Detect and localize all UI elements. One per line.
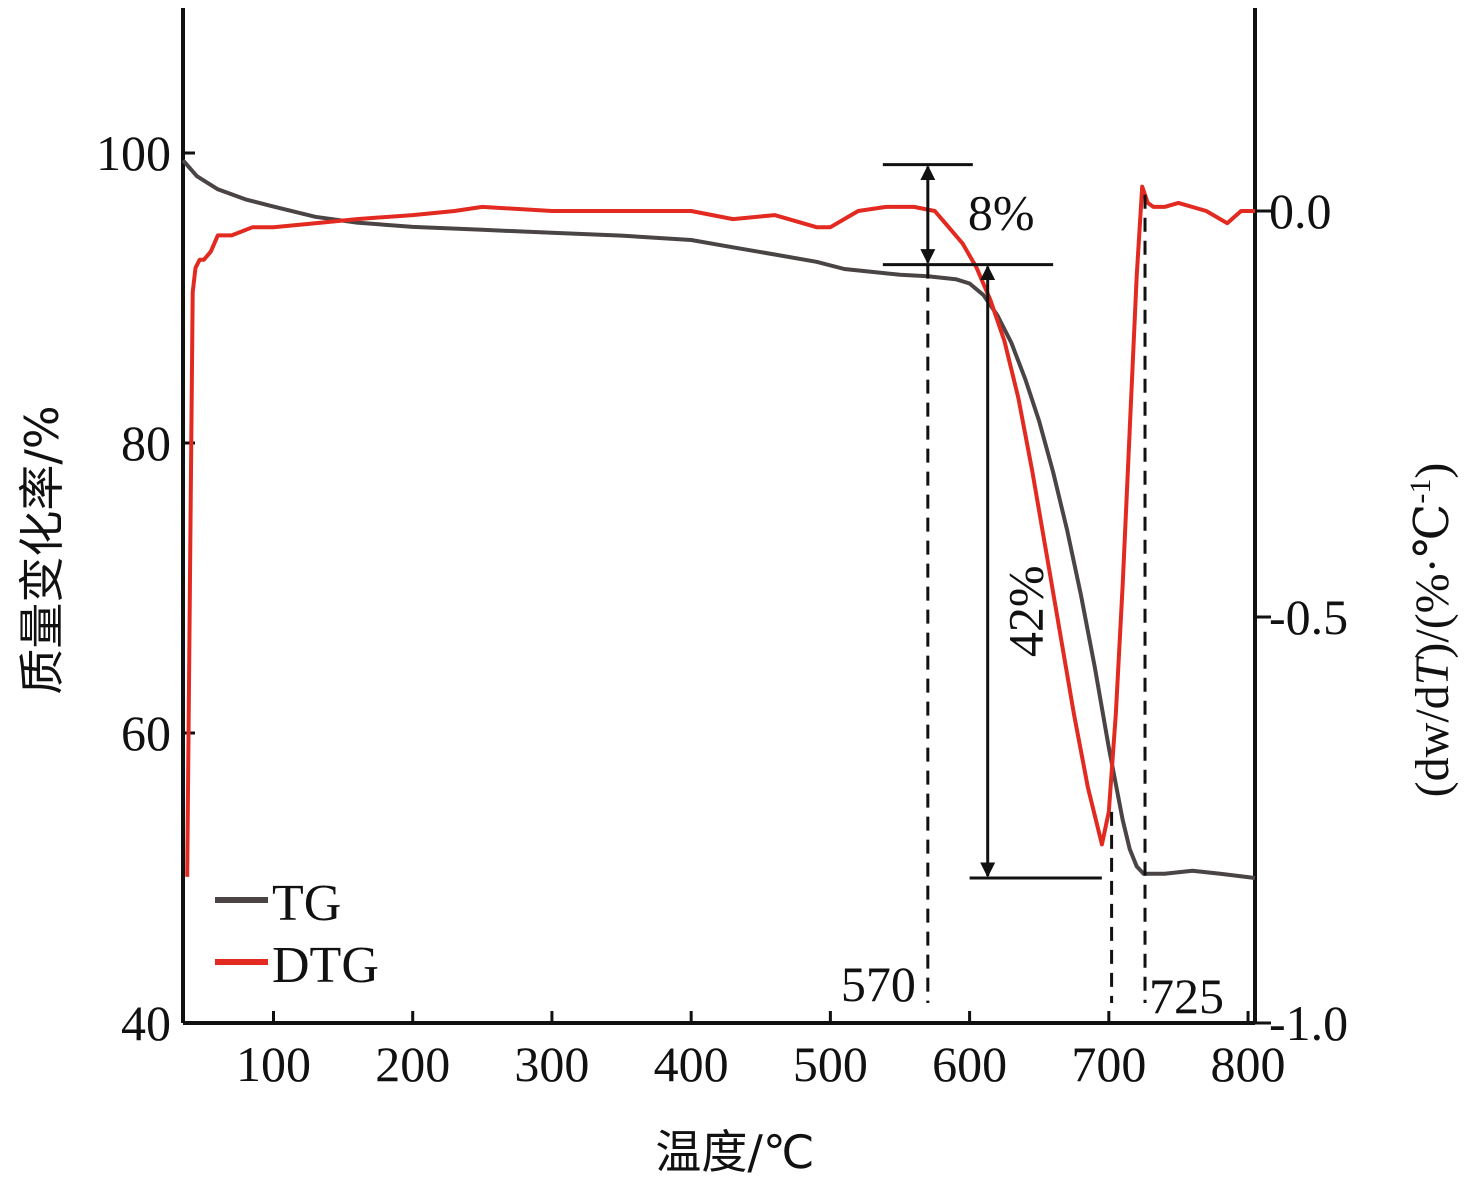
x-axis-ticks: 100 200 300 400 500 600 700 800 — [236, 1011, 1286, 1092]
annotations: 8% 42% 570 725 — [841, 163, 1224, 1024]
left-y-tick-label-80: 80 — [121, 415, 171, 471]
series-lines — [181, 158, 1256, 880]
right-y-title-part1: (dw/d — [1406, 685, 1459, 797]
x-tick-label-600: 600 — [932, 1036, 1007, 1092]
annotation-42-percent: 42% — [998, 565, 1054, 657]
right-y-axis-ticks: -1.0 -0.5 0.0 — [1255, 183, 1348, 1051]
right-y-title-part3: )/(%·℃ — [1406, 504, 1459, 659]
annotation-725: 725 — [1149, 968, 1224, 1024]
axes — [181, 8, 1257, 1025]
left-y-tick-label-40: 40 — [121, 995, 171, 1051]
right-y-title-part4: ) — [1406, 463, 1459, 479]
x-tick-label-200: 200 — [375, 1036, 450, 1092]
right-y-title-sup: -1 — [1404, 479, 1437, 504]
left-y-tick-label-100: 100 — [96, 125, 171, 181]
left-y-axis-title: 质量变化率/% — [15, 405, 69, 694]
series-line-tg — [181, 158, 1256, 880]
right-y-tick-label-0: -1.0 — [1269, 995, 1348, 1051]
legend: TG DTG — [215, 875, 379, 994]
legend-dtg-label: DTG — [272, 937, 379, 994]
right-y-tick-label-1: -0.5 — [1269, 589, 1348, 645]
series-line-dtg — [185, 184, 1255, 877]
x-tick-label-400: 400 — [654, 1036, 729, 1092]
x-tick-label-700: 700 — [1071, 1036, 1146, 1092]
left-y-tick-label-60: 60 — [121, 705, 171, 761]
right-y-tick-label-2: 0.0 — [1269, 183, 1332, 239]
annotation-8-percent: 8% — [968, 185, 1035, 241]
right-y-title-italic-t: T — [1406, 655, 1459, 685]
x-tick-label-500: 500 — [793, 1036, 868, 1092]
left-y-axis-ticks: 40 60 80 100 — [96, 125, 195, 1051]
legend-tg-label: TG — [272, 875, 341, 932]
x-axis-title: 温度/℃ — [655, 1125, 814, 1179]
x-tick-label-300: 300 — [514, 1036, 589, 1092]
right-y-axis-title: (dw/dT)/(%·℃-1) — [1404, 463, 1459, 798]
x-tick-label-800: 800 — [1211, 1036, 1286, 1092]
x-tick-label-100: 100 — [236, 1036, 311, 1092]
annotation-570: 570 — [841, 956, 916, 1012]
